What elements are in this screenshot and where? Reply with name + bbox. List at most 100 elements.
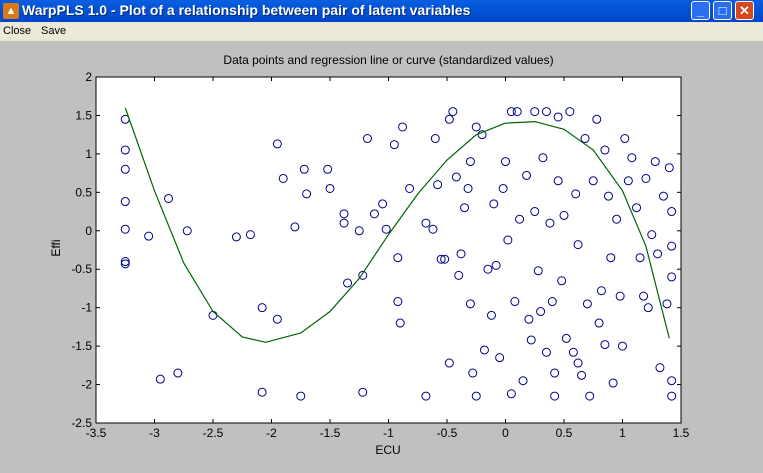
data-point (647, 230, 657, 240)
data-point (120, 197, 130, 207)
data-point (650, 157, 660, 167)
data-point (522, 170, 532, 180)
data-point (421, 218, 431, 228)
data-point (362, 134, 372, 144)
data-point (573, 358, 583, 368)
data-point (144, 231, 154, 241)
menu-save[interactable]: Save (41, 25, 67, 37)
y-tick-label: 0.5 (75, 185, 92, 199)
data-point (577, 370, 587, 380)
data-point (381, 224, 391, 234)
y-tick-label: -0.5 (71, 262, 92, 276)
x-tick-label: -1.5 (320, 426, 341, 440)
data-point (600, 145, 610, 155)
x-tick-label: 0 (502, 426, 509, 440)
y-tick-label: -2.5 (71, 416, 92, 430)
data-point (489, 199, 499, 209)
data-point (358, 387, 368, 397)
data-point (405, 183, 415, 193)
data-point (430, 134, 440, 144)
data-point (498, 183, 508, 193)
data-point (530, 107, 540, 117)
x-tick-label: 1.5 (673, 426, 690, 440)
data-point (557, 276, 567, 286)
data-point (483, 264, 493, 274)
data-point (471, 122, 481, 132)
data-point (533, 266, 543, 276)
data-point (460, 203, 470, 213)
x-tick-label: -3.5 (86, 426, 107, 440)
data-point (444, 358, 454, 368)
data-point (440, 254, 450, 264)
x-tick-label: 0.5 (556, 426, 573, 440)
data-point (278, 173, 288, 183)
data-point (468, 368, 478, 378)
data-point (120, 164, 130, 174)
data-point (465, 157, 475, 167)
data-point (395, 318, 405, 328)
x-tick-label: -1 (383, 426, 394, 440)
data-point (588, 176, 598, 186)
data-point (290, 222, 300, 232)
data-point (632, 203, 642, 213)
data-point (257, 303, 267, 313)
minimize-button[interactable]: _ (691, 1, 710, 20)
data-point (378, 199, 388, 209)
maximize-button[interactable]: □ (713, 1, 732, 20)
data-point (536, 307, 546, 317)
data-point (491, 260, 501, 270)
data-point (635, 253, 645, 263)
close-window-button[interactable]: ✕ (735, 1, 754, 20)
data-point (615, 291, 625, 301)
data-point (618, 341, 627, 351)
data-point (565, 107, 575, 117)
x-tick-label: -2 (266, 426, 277, 440)
data-point (571, 189, 581, 199)
data-point (120, 257, 130, 267)
data-point (398, 122, 408, 132)
data-point (436, 254, 446, 264)
menu-close[interactable]: Close (3, 25, 32, 37)
data-point (510, 297, 520, 307)
y-tick-label: -1 (81, 301, 92, 315)
data-point (272, 314, 282, 324)
data-point (465, 299, 475, 309)
data-point (471, 391, 481, 401)
data-point (627, 153, 637, 163)
data-point (501, 157, 510, 167)
data-point (296, 391, 306, 401)
data-point (358, 270, 368, 280)
data-point (428, 224, 438, 234)
data-point (456, 249, 466, 259)
data-point (454, 270, 464, 280)
data-point (526, 335, 536, 345)
data-point (541, 107, 551, 117)
data-point (639, 291, 649, 301)
data-point (623, 176, 633, 186)
data-point (299, 164, 309, 174)
data-point (506, 107, 516, 117)
data-point (302, 189, 312, 199)
data-point (155, 374, 165, 384)
data-point (444, 114, 454, 124)
data-point (506, 389, 516, 399)
data-point (573, 240, 583, 250)
data-point (421, 391, 431, 401)
data-point (272, 139, 282, 149)
data-point (323, 164, 333, 174)
app-logo-icon: ▲ (3, 3, 19, 19)
data-point (653, 249, 663, 259)
data-point (389, 140, 399, 150)
x-tick-label: 1 (619, 426, 626, 440)
y-tick-label: 2 (85, 70, 92, 84)
data-point (486, 310, 496, 320)
data-point (655, 363, 665, 373)
y-tick-label: -1.5 (71, 339, 92, 353)
data-point (393, 297, 403, 307)
window-title: WarpPLS 1.0 - Plot of a relationship bet… (22, 2, 471, 18)
data-point (641, 173, 651, 183)
data-point (667, 207, 677, 217)
data-point (550, 368, 560, 378)
data-point (667, 272, 677, 282)
data-point (503, 235, 513, 245)
